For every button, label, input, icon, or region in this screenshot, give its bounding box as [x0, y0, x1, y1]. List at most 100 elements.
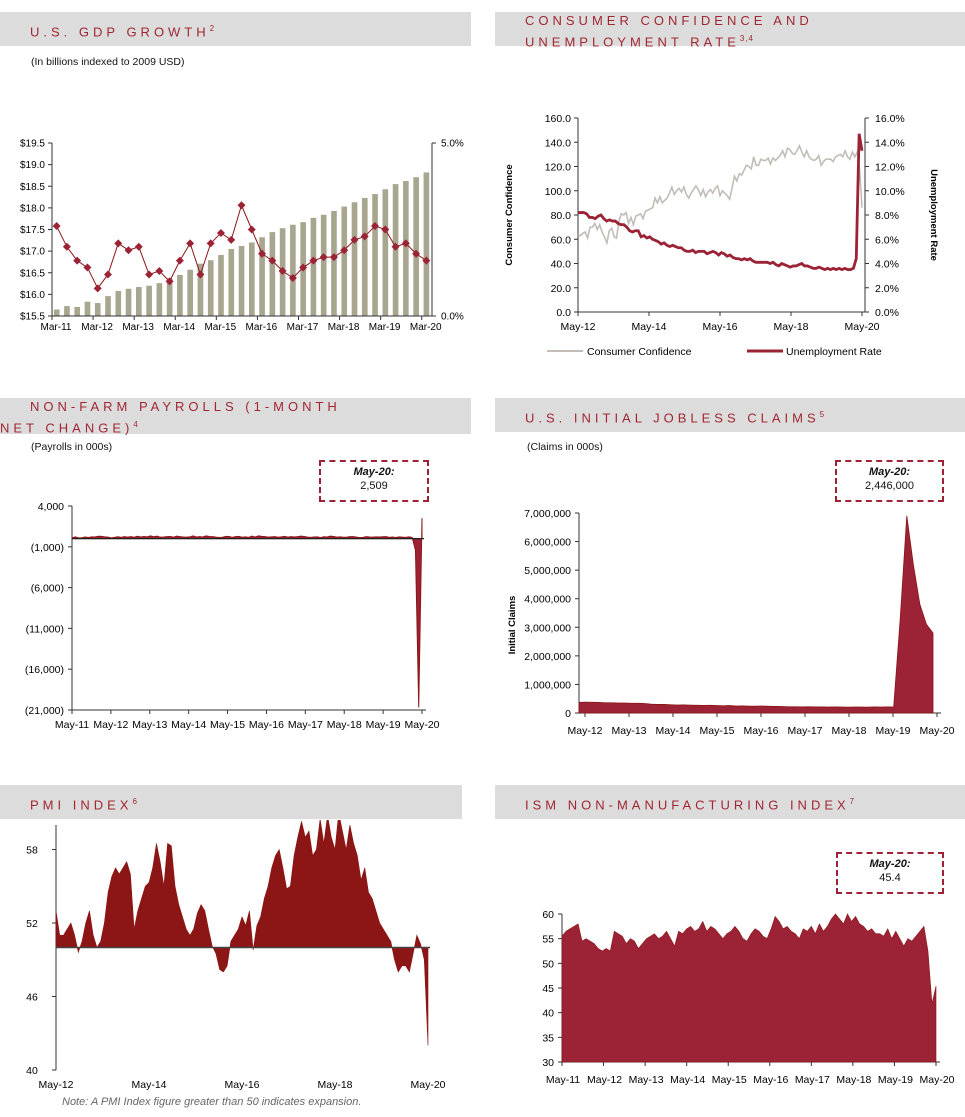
confidence-right-tick-label: 12.0%: [875, 162, 905, 174]
pmi-y-tick-label: 40: [26, 1065, 38, 1077]
gdp-bar: [361, 197, 368, 316]
ism-x-tick-label: May-15: [712, 1074, 747, 1086]
ism-y-tick-label: 35: [542, 1032, 554, 1044]
gdp-growth-marker: [412, 249, 421, 258]
payrolls-x-tick-label: May-14: [171, 719, 206, 731]
payrolls-x-tick-label: May-11: [55, 719, 89, 731]
payrolls-y-tick-label: (11,000): [26, 623, 64, 635]
payrolls-x-tick-label: May-12: [93, 719, 128, 731]
gdp-growth-marker: [422, 256, 431, 265]
pmi-title: PMI INDEX: [30, 797, 133, 813]
ism-title-bar: ISM NON-MANUFACTURING INDEX7: [495, 785, 965, 819]
unemployment-line: [578, 133, 864, 272]
payrolls-x-tick-label: May-13: [132, 719, 167, 731]
ism-x-tick-label: May-11: [546, 1074, 580, 1086]
pmi-x-tick-label: May-16: [224, 1079, 259, 1091]
gdp-growth-marker: [278, 267, 287, 276]
gdp-growth-marker: [340, 246, 349, 255]
gdp-growth-marker: [175, 256, 184, 265]
gdp-growth-marker: [155, 267, 164, 276]
pmi-chart: 40 46 52 58 May-12 May-14 May-16 May-18 May-20: [26, 820, 446, 1091]
gdp-growth-marker: [165, 277, 174, 286]
gdp-x-tick-label: Mar-15: [204, 322, 236, 333]
confidence-y-tick-label: 100.0: [545, 186, 571, 198]
payrolls-area: [71, 518, 423, 708]
gdp-bar: [413, 177, 419, 316]
gdp-subtitle: (In billions indexed to 2009 USD): [31, 56, 185, 68]
gdp-bar: [207, 260, 214, 316]
confidence-y-tick-label: 80.0: [551, 210, 572, 222]
payrolls-title-line2: NET CHANGE): [0, 420, 134, 436]
legend-unemployment-label: Unemployment Rate: [786, 346, 882, 358]
gdp-chart: $15.5 $16.0 $16.5 $17.0 $17.5 $18.0 $18.5 $19.0…: [20, 139, 464, 334]
jobless-callout: May-20: 2,446,000: [835, 460, 944, 502]
payrolls-x-tick-label: May-15: [210, 719, 245, 731]
gdp-bar: [197, 263, 204, 316]
jobless-x-tick-label: May-14: [655, 725, 690, 737]
gdp-x-tick-label: Mar-13: [122, 322, 154, 333]
gdp-bar: [238, 245, 245, 316]
legend-confidence-label: Consumer Confidence: [587, 346, 692, 358]
gdp-growth-marker: [145, 270, 154, 279]
gdp-growth-marker: [268, 256, 277, 265]
payrolls-x-tick-label: May-16: [249, 719, 284, 731]
gdp-bar: [423, 172, 430, 316]
jobless-x-tick-label: May-12: [567, 725, 602, 737]
jobless-y-tick-label: 3,000,000: [524, 622, 571, 634]
pmi-x-tick-label: May-20: [410, 1079, 445, 1091]
payrolls-y-tick-label: 4,000: [38, 501, 64, 513]
confidence-y-tick-label: 40.0: [551, 259, 572, 271]
gdp-growth-marker: [73, 256, 82, 265]
ism-x-tick-label: May-12: [587, 1074, 622, 1086]
gdp-growth-marker: [114, 239, 123, 248]
gdp-bar: [94, 303, 101, 316]
ism-x-tick-label: May-18: [836, 1074, 871, 1086]
ism-area: [561, 913, 937, 1063]
pmi-title-footnote: 6: [132, 797, 138, 806]
confidence-x-tick-label: May-16: [702, 321, 737, 333]
gdp-bar: [403, 181, 409, 316]
jobless-subtitle: (Claims in 000s): [527, 441, 603, 453]
gdp-growth-marker: [350, 235, 359, 244]
ism-x-tick-label: May-14: [670, 1074, 705, 1086]
gdp-bar: [156, 283, 163, 316]
payrolls-chart: 4,000 (1,000) (6,000) (11,000) (16,000) (21,0…: [25, 501, 440, 731]
gdp-x-tick-label: Mar-14: [163, 322, 195, 333]
gdp-bar: [64, 306, 70, 316]
confidence-right-tick-label: 0.0%: [875, 307, 899, 319]
payrolls-y-tick-label: (6,000): [31, 583, 64, 595]
confidence-right-tick-label: 14.0%: [875, 137, 905, 149]
gdp-bar: [320, 214, 327, 316]
confidence-line: [577, 143, 863, 246]
jobless-area: [578, 515, 934, 714]
gdp-bar: [259, 237, 265, 316]
gdp-bar: [331, 210, 337, 316]
payrolls-callout-label: May-20:: [353, 466, 395, 478]
gdp-growth-marker: [237, 201, 246, 210]
gdp-growth-marker: [103, 270, 112, 279]
confidence-y-tick-label: 120.0: [545, 162, 571, 174]
gdp-y-tick-label: $19.0: [20, 160, 45, 171]
jobless-chart: 0 1,000,000 2,000,000 3,000,000 4,000,000 5,0…: [507, 508, 955, 737]
gdp-growth-marker: [206, 239, 215, 248]
ism-callout-label: May-20:: [869, 858, 911, 870]
jobless-x-tick-label: May-13: [611, 725, 646, 737]
pmi-area: [55, 820, 429, 1046]
payrolls-x-tick-label: May-18: [327, 719, 362, 731]
pmi-x-tick-label: May-14: [131, 1079, 166, 1091]
gdp-growth-marker: [319, 253, 328, 262]
gdp-bar: [248, 242, 255, 316]
payrolls-x-tick-label: May-17: [288, 719, 323, 731]
jobless-y-tick-label: 4,000,000: [524, 594, 571, 606]
gdp-growth-marker: [288, 273, 297, 282]
confidence-y-tick-label: 0.0: [556, 307, 571, 319]
jobless-x-tick-label: May-17: [787, 725, 822, 737]
jobless-y-tick-label: 0: [565, 708, 571, 720]
gdp-bar: [166, 278, 173, 316]
gdp-bar: [125, 288, 132, 316]
confidence-title-bar: CONSUMER CONFIDENCE AND UNEMPLOYMENT RAT…: [495, 12, 965, 49]
gdp-bar: [290, 224, 296, 316]
gdp-y-tick-label: $16.5: [20, 268, 45, 279]
gdp-x-tick-label: Mar-11: [41, 322, 72, 333]
gdp-bar: [218, 255, 224, 316]
